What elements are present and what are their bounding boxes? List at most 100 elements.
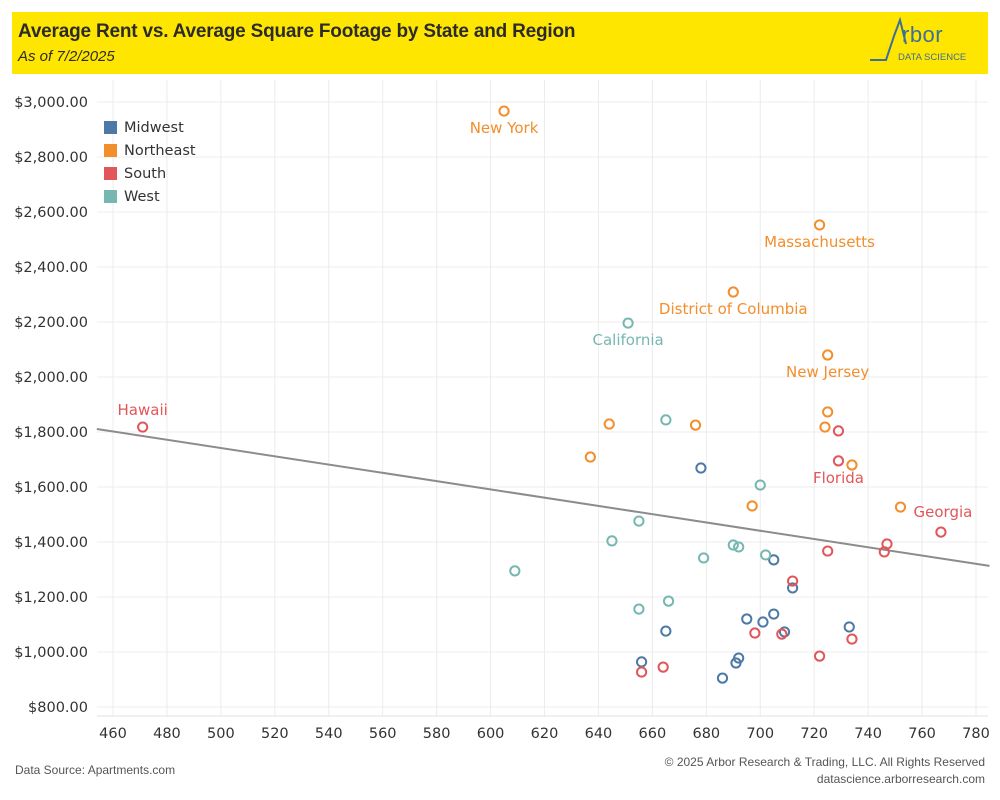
x-tick-label: 740 [854, 726, 882, 742]
website-link[interactable]: datascience.arborresearch.com [816, 772, 985, 786]
y-tick-label: $1,400.00 [14, 535, 88, 551]
data-point-midwest [778, 626, 791, 638]
data-point-northeast [498, 105, 510, 117]
data-point-west [733, 541, 745, 553]
data-point-south [846, 633, 858, 645]
x-tick-label: 700 [746, 726, 774, 742]
arbor-logo-mark-icon [870, 16, 907, 61]
data-point-south [657, 661, 669, 673]
data-point-west [606, 535, 618, 547]
x-tick-label: 600 [477, 726, 505, 742]
data-point-northeast [819, 421, 831, 433]
data-point-west [509, 565, 521, 577]
legend-label: South [124, 165, 167, 182]
y-tick-label: $1,600.00 [14, 480, 88, 496]
points-group [137, 105, 947, 684]
x-tick-label: 460 [99, 726, 127, 742]
x-tick-label: 720 [800, 726, 828, 742]
header-banner: Average Rent vs. Average Square Footage … [12, 12, 988, 74]
x-tick-label: 480 [153, 726, 181, 742]
data-point-midwest [787, 582, 799, 594]
trend-line-group [96, 427, 990, 567]
data-point-west [622, 317, 634, 329]
data-point-south [832, 425, 845, 437]
data-point-midwest [768, 554, 780, 566]
legend-item-south[interactable]: South [104, 162, 196, 185]
data-point-northeast [603, 418, 615, 430]
point-label: New York [470, 119, 539, 137]
data-point-midwest [741, 613, 753, 625]
y-tick-label: $2,800.00 [14, 150, 88, 166]
data-point-west [754, 479, 766, 491]
data-point-south [878, 546, 890, 558]
data-point-midwest [843, 621, 855, 633]
y-tick-label: $2,400.00 [14, 260, 88, 276]
x-tick-label: 560 [369, 726, 397, 742]
y-tick-label: $1,800.00 [14, 425, 88, 441]
data-point-south [787, 575, 799, 587]
legend-label: Northeast [124, 142, 196, 159]
x-tick-label: 760 [908, 726, 936, 742]
x-tick-label: 780 [962, 726, 990, 742]
legend-swatch [104, 167, 117, 180]
data-point-west [698, 552, 710, 564]
y-tick-label: $1,000.00 [14, 645, 88, 661]
point-label: Massachusetts [764, 233, 875, 251]
legend-item-west[interactable]: West [104, 185, 196, 208]
data-point-south [822, 545, 834, 557]
data-point-south [749, 627, 761, 639]
data-source: Data Source: Apartments.com [15, 763, 176, 777]
data-point-south [137, 421, 149, 433]
x-tick-label: 620 [531, 726, 559, 742]
logo-word: rbor [902, 22, 944, 47]
legend-item-northeast[interactable]: Northeast [104, 139, 196, 162]
x-axis: 460 480 500 520 540 560 580 600 620 640 660 680 700 7… [99, 726, 990, 742]
data-point-northeast [894, 501, 907, 513]
data-point-south [813, 650, 826, 662]
legend-swatch [104, 190, 117, 203]
x-tick-label: 520 [261, 726, 289, 742]
trend-line [96, 427, 990, 567]
grid [97, 80, 988, 717]
y-tick-label: $1,200.00 [14, 590, 88, 606]
data-point-midwest [757, 616, 769, 628]
y-axis: $800.00 $1,000.00 $1,200.00 $1,400.00 $1,600… [14, 95, 88, 716]
data-point-south [776, 628, 788, 640]
data-point-northeast [822, 406, 834, 418]
data-point-northeast [822, 349, 834, 361]
data-point-south [832, 455, 845, 467]
point-label: Georgia [914, 503, 973, 521]
point-label: New Jersey [786, 363, 869, 381]
x-tick-label: 680 [692, 726, 720, 742]
footer-credits: © 2025 Arbor Research & Trading, LLC. Al… [665, 754, 985, 788]
logo-subtitle: DATA SCIENCE [898, 52, 967, 63]
data-point-northeast [584, 451, 596, 463]
legend-swatch [104, 121, 117, 134]
copyright-text: © 2025 Arbor Research & Trading, LLC. Al… [664, 755, 985, 769]
legend-label: West [124, 188, 160, 205]
data-point-west [727, 539, 739, 551]
point-label: Hawaii [118, 401, 168, 419]
point-label: District of Columbia [659, 300, 808, 318]
legend: Midwest Northeast South West [104, 116, 196, 208]
data-point-northeast [846, 459, 858, 471]
data-point-midwest [695, 462, 707, 474]
data-point-northeast [727, 286, 739, 298]
data-point-midwest [730, 657, 742, 669]
data-point-west [633, 603, 645, 615]
data-point-midwest [768, 608, 780, 620]
data-point-west [660, 414, 672, 426]
data-point-northeast [813, 219, 826, 231]
legend-item-midwest[interactable]: Midwest [104, 116, 196, 139]
data-point-northeast [746, 500, 758, 512]
x-tick-label: 660 [639, 726, 667, 742]
x-tick-label: 540 [315, 726, 343, 742]
y-tick-label: $2,000.00 [14, 370, 88, 386]
data-point-south [635, 666, 648, 678]
legend-swatch [104, 144, 117, 157]
chart-subtitle: As of 7/2/2025 [18, 48, 115, 65]
x-tick-label: 580 [423, 726, 451, 742]
arbor-logo: rbor DATA SCIENCE [868, 16, 980, 70]
data-point-midwest [716, 672, 729, 684]
